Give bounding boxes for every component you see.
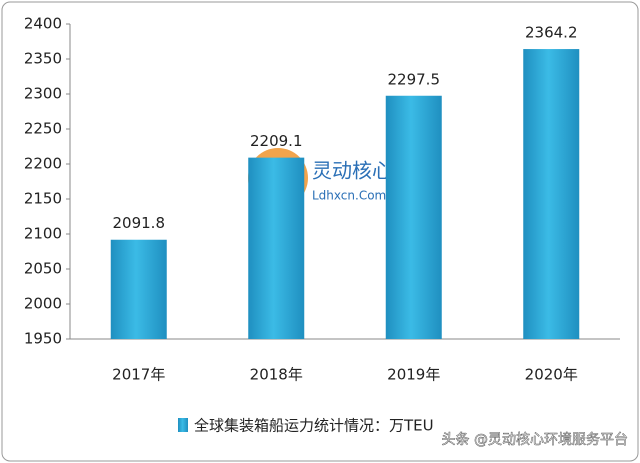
bar <box>523 49 580 340</box>
legend-label: 全球集装箱船运力统计情况：万TEU <box>194 417 434 435</box>
watermark-site: Ldhxcn.Com <box>312 189 386 203</box>
y-tick-label: 2200 <box>24 155 62 173</box>
y-tick-label: 2100 <box>24 225 62 243</box>
y-tick-label: 2250 <box>24 120 62 138</box>
y-tick-label: 2050 <box>24 260 62 278</box>
y-tick-label: 2300 <box>24 85 62 103</box>
value-label: 2091.8 <box>113 214 166 232</box>
bar <box>385 95 442 339</box>
x-tick-label: 2019年 <box>387 366 440 384</box>
y-tick-label: 1950 <box>24 330 62 348</box>
y-tick-label: 2350 <box>24 50 62 68</box>
source-watermark: 头条 @灵动核心环境服务平台 <box>442 431 628 448</box>
x-tick-label: 2017年 <box>112 366 165 384</box>
legend-swatch <box>178 418 188 432</box>
y-tick-label: 2000 <box>24 295 62 313</box>
value-label: 2209.1 <box>250 132 303 150</box>
x-tick-label: 2018年 <box>250 366 303 384</box>
x-tick-label: 2020年 <box>525 366 578 384</box>
value-label: 2297.5 <box>388 70 441 88</box>
bar <box>248 157 305 339</box>
watermark-name: 灵动核心 <box>312 159 392 183</box>
y-tick-label: 2150 <box>24 190 62 208</box>
y-tick-label: 2400 <box>24 15 62 33</box>
bar <box>110 239 167 339</box>
value-label: 2364.2 <box>525 24 578 42</box>
